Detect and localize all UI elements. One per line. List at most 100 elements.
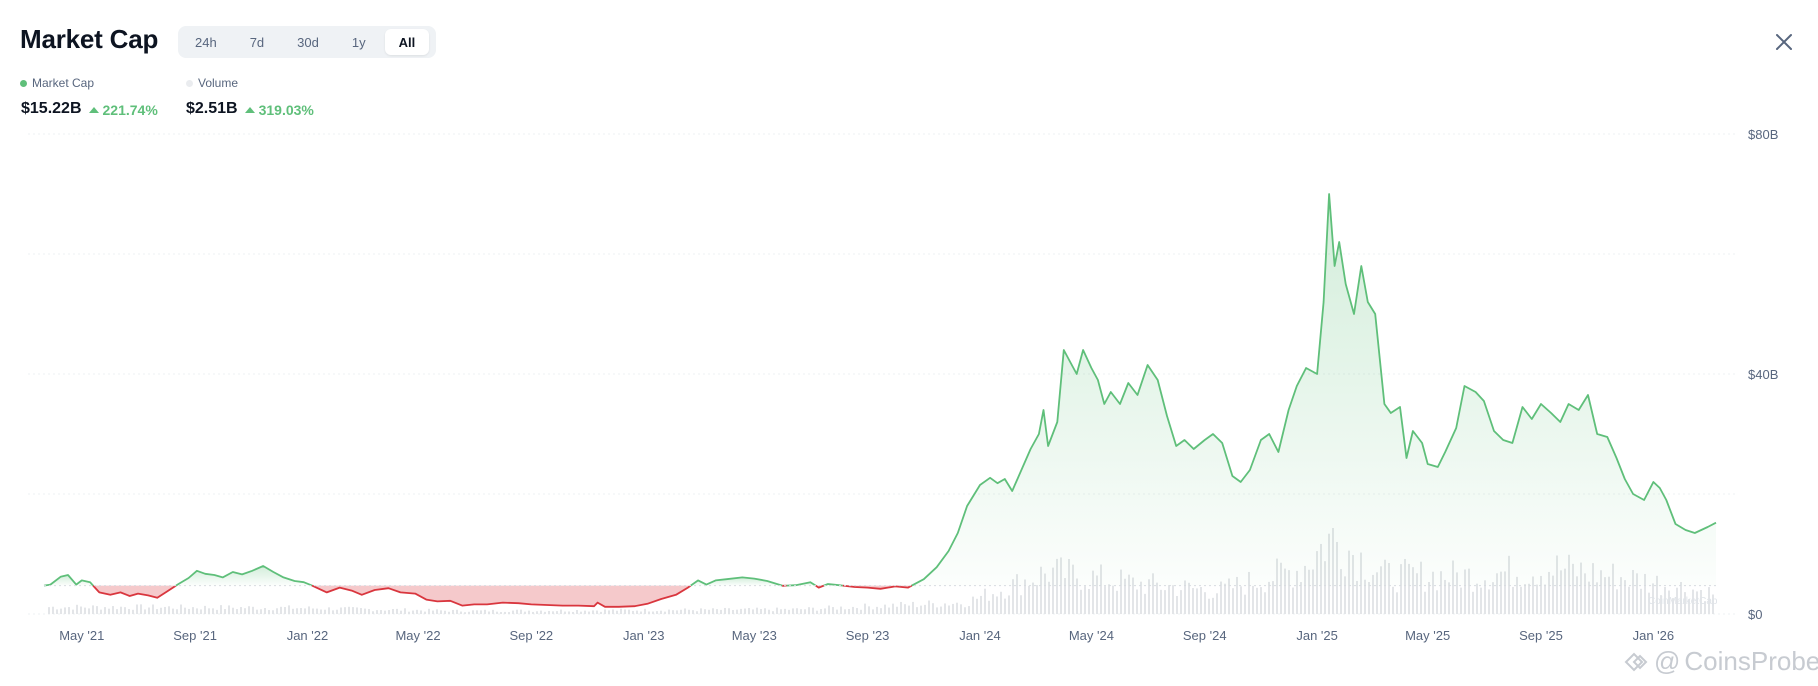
volume-bar (360, 608, 362, 614)
volume-bar (184, 607, 186, 614)
chart-watermark: CoinMarketCap (1648, 596, 1718, 607)
volume-bar (1168, 585, 1170, 614)
volume-bar (1212, 597, 1214, 614)
volume-bar (1364, 579, 1366, 614)
volume-bar (252, 606, 254, 614)
volume-bar (456, 609, 458, 614)
volume-bar (512, 610, 514, 614)
volume-bar (1396, 592, 1398, 614)
x-tick-label: May '21 (59, 628, 104, 643)
volume-bar (768, 609, 770, 614)
volume-bar (1400, 564, 1402, 614)
volume-bar (572, 611, 574, 614)
market-cap-dot-icon (20, 79, 27, 87)
up-triangle-icon (88, 107, 99, 113)
volume-bar (1688, 599, 1690, 614)
volume-bar (1428, 581, 1430, 614)
volume-bar (124, 607, 126, 614)
market-cap-line-up (43, 574, 94, 587)
volume-bar (1440, 571, 1442, 614)
source-watermark: @ CoinsProbe (1622, 646, 1818, 677)
market-cap-line-down (842, 584, 913, 590)
volume-bar (1576, 576, 1578, 614)
volume-bar (480, 610, 482, 614)
page-title: Market Cap (20, 24, 159, 54)
volume-bar (1324, 561, 1326, 614)
volume-bar (680, 609, 682, 614)
volume-bar (496, 611, 498, 614)
volume-bar (116, 609, 118, 614)
volume-bar (288, 605, 290, 614)
volume-bar (1608, 576, 1610, 614)
volume-bar (156, 609, 158, 614)
tab-30d[interactable]: 30d (297, 34, 319, 50)
market-cap-line-down (815, 584, 825, 589)
volume-bar (844, 609, 846, 614)
volume-bar (1292, 587, 1294, 614)
volume-bar (924, 604, 926, 614)
volume-bar (452, 609, 454, 614)
volume-bar (648, 611, 650, 614)
y-tick-label: $40B (1748, 367, 1778, 382)
volume-bar (428, 608, 430, 614)
volume-bar (1588, 581, 1590, 614)
volume-bar (1520, 586, 1522, 614)
volume-bar (476, 610, 478, 614)
volume-bar (604, 609, 606, 614)
volume-bar (148, 607, 150, 614)
volume-bar (1100, 564, 1102, 614)
volume-bar (1580, 562, 1582, 614)
volume-bar (1504, 571, 1506, 614)
volume-bar (1500, 571, 1502, 614)
volume-bar (80, 606, 82, 614)
volume-bar (520, 609, 522, 614)
tab-1y[interactable]: 1y (351, 34, 366, 50)
volume-bar (140, 604, 142, 614)
volume-bar (624, 609, 626, 614)
volume-bar (1612, 563, 1614, 614)
volume-value: $2.51B (186, 100, 238, 117)
tab-24h[interactable]: 24h (195, 34, 217, 50)
volume-bar (588, 611, 590, 614)
volume-bar (1420, 561, 1422, 614)
volume-bar (508, 612, 510, 614)
tab-7d[interactable]: 7d (249, 34, 265, 50)
volume-bar (1200, 586, 1202, 614)
volume-bar (1304, 565, 1306, 614)
volume-bar (1076, 578, 1078, 614)
volume-bar (164, 606, 166, 614)
volume-bar (416, 609, 418, 614)
volume-bar (1272, 581, 1274, 614)
volume-bar (368, 609, 370, 614)
volume-bar (632, 610, 634, 614)
tab-all[interactable]: All (384, 29, 430, 55)
volume-bar (568, 611, 570, 614)
volume-bar (1648, 592, 1650, 614)
area-above-baseline (176, 566, 312, 586)
volume-bar (1372, 574, 1374, 614)
volume-bar (396, 608, 398, 614)
volume-bar (1652, 583, 1654, 614)
volume-bar (208, 608, 210, 614)
volume-bar (244, 608, 246, 614)
volume-bar (1116, 590, 1118, 614)
legend-market-cap[interactable]: Market Cap (20, 76, 94, 90)
volume-bar (1108, 584, 1110, 614)
volume-bar (380, 610, 382, 614)
volume-bar (232, 607, 234, 614)
legend-volume[interactable]: Volume (186, 76, 238, 90)
volume-bar (1584, 573, 1586, 614)
close-icon[interactable] (1772, 30, 1796, 54)
volume-bar (108, 608, 110, 614)
volume-bar (304, 608, 306, 614)
volume-bar (1708, 587, 1710, 614)
volume-bar (260, 609, 262, 614)
x-tick-label: Jan '23 (623, 628, 665, 643)
volume-bar (916, 607, 918, 614)
volume-bar (1376, 572, 1378, 614)
volume-bar (652, 611, 654, 614)
x-tick-label: May '22 (395, 628, 440, 643)
volume-bar (928, 600, 930, 614)
market-cap-line-up (911, 193, 1717, 587)
